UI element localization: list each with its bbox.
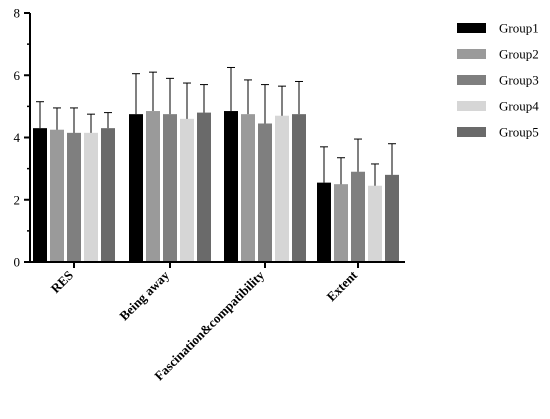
bar-group3-3 [351, 171, 365, 262]
bar-group4-0 [84, 132, 98, 262]
bar-group1-1 [129, 114, 143, 262]
x-category-label-1: Being away [116, 267, 172, 323]
bar-group2-2 [241, 114, 255, 262]
legend-swatch-group1 [457, 23, 486, 33]
legend-label-group3: Group3 [499, 73, 539, 88]
y-tick-label-0: 0 [14, 255, 21, 270]
y-tick-label-2: 2 [14, 192, 21, 207]
bar-group2-3 [334, 184, 348, 262]
y-tick-label-8: 8 [14, 6, 21, 21]
legend-label-group4: Group4 [499, 99, 539, 114]
bar-group5-0 [101, 128, 115, 262]
y-tick-label-4: 4 [14, 130, 21, 145]
legend-label-group2: Group2 [499, 47, 539, 62]
bar-group3-0 [67, 132, 81, 262]
bar-group5-1 [197, 112, 211, 262]
legend-swatch-group2 [457, 49, 486, 59]
error-bars-layer [36, 66, 396, 186]
bar-group5-2 [292, 114, 306, 262]
legend-swatch-group4 [457, 101, 486, 111]
bar-group3-1 [163, 114, 177, 262]
bar-group1-2 [224, 111, 238, 262]
bar-group2-0 [50, 129, 64, 262]
legend: Group1 Group2 Group3 Group4 Group5 [457, 21, 539, 140]
bar-group1-0 [33, 128, 47, 262]
bar-group4-2 [275, 115, 289, 263]
bar-group5-3 [385, 174, 399, 262]
x-category-label-3: Extent [323, 267, 360, 304]
legend-label-group5: Group5 [499, 125, 539, 140]
legend-swatch-group3 [457, 75, 486, 85]
bars-layer [33, 111, 399, 263]
bar-group3-2 [258, 123, 272, 263]
bar-group1-3 [317, 182, 331, 262]
legend-label-group1: Group1 [499, 21, 539, 36]
bar-group4-3 [368, 185, 382, 262]
bar-group2-1 [146, 111, 160, 262]
legend-swatch-group5 [457, 127, 486, 137]
x-category-label-2: Fascination&compatibility [151, 267, 267, 383]
y-tick-label-6: 6 [14, 68, 21, 83]
x-category-label-0: RES [48, 268, 76, 296]
bar-group4-1 [180, 118, 194, 262]
